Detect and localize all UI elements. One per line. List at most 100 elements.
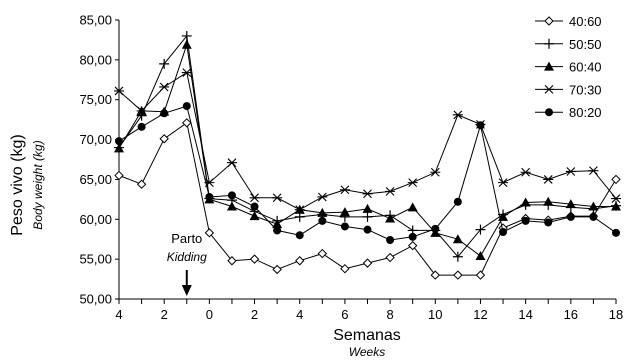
data-point bbox=[385, 186, 396, 196]
axes: 50,00 55,00 60,00 65,00 70,00 75,00 80,00 85,00… bbox=[79, 13, 623, 323]
annotation-label: Parto bbox=[171, 231, 202, 246]
x-axis-title: Semanas bbox=[333, 327, 401, 344]
series-70-30 bbox=[114, 68, 621, 215]
data-point bbox=[588, 166, 599, 176]
legend-label: 50:50 bbox=[569, 37, 602, 52]
data-point bbox=[386, 236, 395, 245]
data-point bbox=[272, 193, 283, 203]
data-point bbox=[407, 202, 418, 212]
x-axis-subtitle: Weeks bbox=[349, 345, 385, 359]
x-tick-label: 4 bbox=[115, 307, 122, 322]
data-point bbox=[475, 250, 486, 260]
legend-item: 60:40 bbox=[535, 60, 602, 75]
data-point bbox=[453, 270, 463, 280]
data-point bbox=[476, 121, 485, 130]
data-point bbox=[498, 178, 509, 188]
data-point bbox=[159, 134, 169, 144]
data-point bbox=[136, 106, 147, 116]
y-tick-label: 85,00 bbox=[79, 13, 112, 28]
data-point bbox=[521, 216, 530, 225]
data-point bbox=[362, 211, 373, 222]
legend-label: 60:40 bbox=[569, 60, 602, 75]
data-point bbox=[181, 68, 192, 78]
data-point bbox=[475, 224, 486, 235]
data-point bbox=[294, 205, 305, 215]
data-point bbox=[317, 207, 328, 217]
data-point bbox=[272, 219, 283, 229]
legend-item: 40:60 bbox=[535, 14, 602, 29]
data-point bbox=[250, 202, 259, 211]
x-tick-label: 14 bbox=[518, 307, 532, 322]
legend-label: 70:30 bbox=[569, 82, 602, 97]
data-point bbox=[407, 178, 418, 188]
series-80-20 bbox=[115, 102, 620, 245]
data-point bbox=[114, 143, 124, 153]
data-point bbox=[520, 197, 531, 207]
data-point bbox=[181, 39, 192, 49]
data-point bbox=[588, 201, 599, 211]
data-point bbox=[611, 194, 621, 203]
data-point bbox=[114, 170, 124, 181]
data-point bbox=[182, 118, 192, 128]
legend-label: 40:60 bbox=[569, 14, 602, 29]
data-point bbox=[544, 218, 553, 227]
data-point bbox=[408, 232, 417, 241]
data-point bbox=[295, 231, 304, 240]
x-tick-label: 8 bbox=[386, 307, 393, 322]
data-point bbox=[226, 201, 237, 211]
data-point bbox=[204, 228, 215, 238]
legend: 40:60 50:50 60:40 70:30 80:20 bbox=[535, 14, 602, 120]
x-tick-label: 10 bbox=[428, 307, 442, 322]
x-tick-label: 0 bbox=[206, 307, 213, 322]
y-tick-label: 60,00 bbox=[79, 212, 112, 227]
annotation-sublabel: Kidding bbox=[167, 250, 207, 264]
data-point bbox=[385, 213, 396, 223]
data-point bbox=[318, 216, 327, 225]
data-point bbox=[385, 252, 395, 263]
y-axis-title: Peso vivo (kg) bbox=[9, 134, 26, 235]
data-point bbox=[159, 58, 170, 69]
legend-item: 50:50 bbox=[535, 37, 602, 52]
y-tick-label: 75,00 bbox=[79, 92, 112, 107]
legend-marker bbox=[544, 85, 554, 94]
series-group bbox=[114, 30, 621, 280]
data-point bbox=[249, 193, 260, 203]
x-tick-label: 6 bbox=[341, 307, 348, 322]
data-point bbox=[475, 270, 486, 280]
legend-marker bbox=[544, 16, 554, 26]
x-tick-label: 16 bbox=[564, 307, 578, 322]
data-point bbox=[115, 137, 123, 146]
data-point bbox=[227, 191, 236, 200]
data-point bbox=[452, 234, 463, 244]
data-point bbox=[452, 251, 463, 262]
data-point bbox=[565, 199, 576, 209]
series-line bbox=[118, 44, 616, 257]
data-point bbox=[612, 228, 620, 237]
data-point bbox=[205, 192, 214, 201]
x-tick-label: 4 bbox=[296, 307, 303, 322]
legend-marker bbox=[545, 108, 553, 117]
data-point bbox=[317, 248, 328, 259]
y-tick-label: 50,00 bbox=[79, 292, 112, 307]
data-point bbox=[226, 158, 237, 168]
data-point bbox=[159, 82, 170, 92]
data-point bbox=[340, 222, 349, 231]
data-point bbox=[317, 192, 328, 202]
y-tick-label: 80,00 bbox=[79, 52, 112, 67]
y-tick-label: 65,00 bbox=[79, 172, 112, 187]
legend-label: 80:20 bbox=[569, 105, 602, 120]
data-point bbox=[227, 256, 237, 266]
legend-marker bbox=[544, 61, 554, 71]
data-point bbox=[543, 175, 554, 184]
data-point bbox=[272, 264, 282, 275]
data-point bbox=[407, 240, 418, 251]
data-point bbox=[453, 197, 462, 206]
data-point bbox=[273, 226, 282, 235]
data-point bbox=[182, 102, 191, 111]
data-point bbox=[363, 225, 372, 234]
data-point bbox=[611, 174, 621, 185]
data-point bbox=[362, 258, 373, 268]
data-point bbox=[566, 212, 575, 221]
data-point bbox=[565, 167, 576, 176]
